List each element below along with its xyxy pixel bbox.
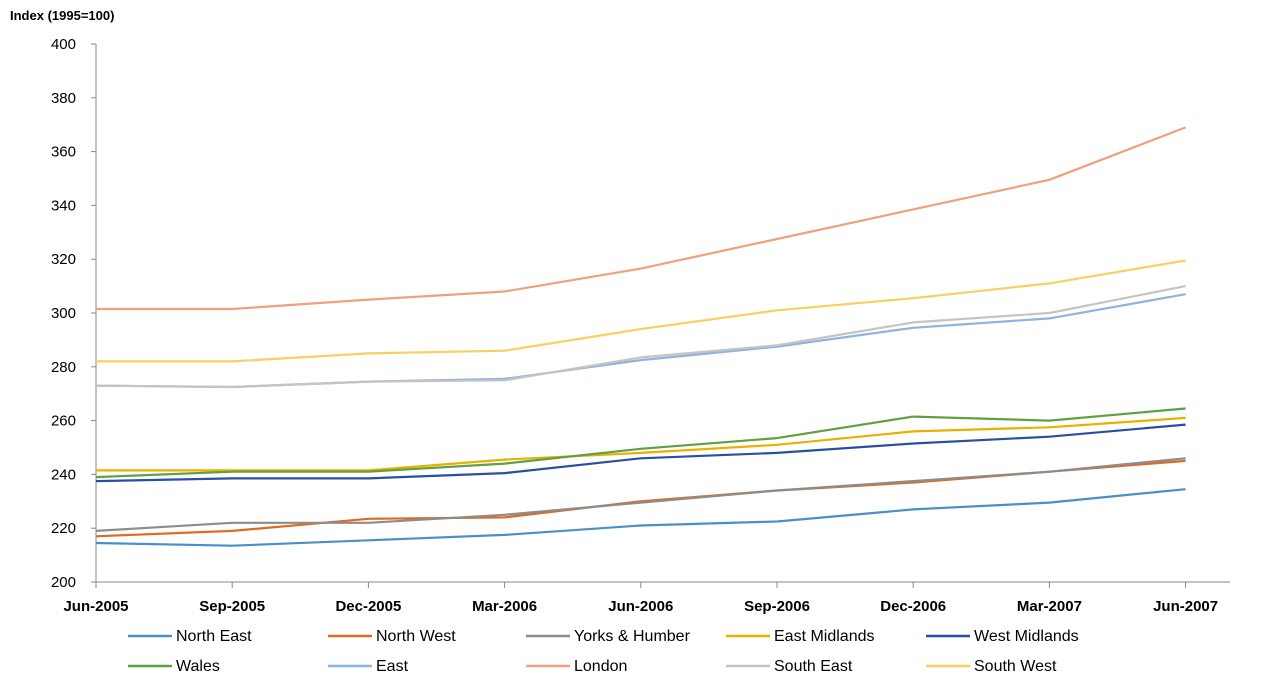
y-tick-label: 220: [51, 520, 76, 537]
legend-label-east-midlands: East Midlands: [774, 628, 875, 645]
x-tick-label: Mar-2007: [1017, 598, 1082, 615]
x-tick-label: Jun-2005: [63, 598, 128, 615]
legend: North East North West Yorks & Humber East M…: [128, 628, 1079, 675]
legend-label-yorks-humber: Yorks & Humber: [574, 628, 691, 645]
x-tick-label: Dec-2006: [880, 598, 946, 615]
y-tick-label: 400: [51, 36, 76, 53]
y-tick-labels: 200 220 240 260 280 300 320 340 360 380 400: [51, 36, 76, 591]
x-tick-label: Sep-2006: [744, 598, 810, 615]
x-tick-label: Sep-2005: [199, 598, 265, 615]
y-tick-label: 200: [51, 574, 76, 591]
series-line-wales: [95, 407, 1186, 479]
series-line-north-east: [95, 488, 1186, 547]
series-line-yorks-humber: [95, 457, 1186, 532]
legend-label-south-west: South West: [974, 658, 1057, 675]
series-line-west-midlands: [95, 423, 1186, 483]
legend-label-wales: Wales: [176, 658, 220, 675]
series-line-london: [96, 126, 1186, 311]
series-line-south-west: [96, 259, 1186, 363]
axes: [91, 43, 1230, 588]
x-tick-label: Dec-2005: [335, 598, 401, 615]
y-axis-title: Index (1995=100): [10, 8, 114, 23]
y-tick-label: 240: [51, 466, 76, 483]
y-tick-label: 260: [51, 413, 76, 430]
x-tick-label: Jun-2006: [608, 598, 673, 615]
y-tick-label: 320: [51, 251, 76, 268]
y-tick-label: 280: [51, 359, 76, 376]
series-line-south-east: [95, 285, 1186, 389]
x-tick-label: Mar-2006: [472, 598, 537, 615]
y-tick-label: 380: [51, 90, 76, 107]
legend-label-london: London: [574, 658, 627, 675]
legend-label-west-midlands: West Midlands: [974, 628, 1079, 645]
legend-label-north-west: North West: [376, 628, 456, 645]
x-tick-label: Jun-2007: [1153, 598, 1218, 615]
series-lines: [95, 126, 1186, 547]
y-tick-label: 300: [51, 305, 76, 322]
legend-label-north-east: North East: [176, 628, 252, 645]
y-tick-label: 360: [51, 144, 76, 161]
y-tick-label: 340: [51, 197, 76, 214]
x-tick-labels: Jun-2005 Sep-2005 Dec-2005 Mar-2006 Jun-2006…: [63, 598, 1218, 615]
legend-label-south-east: South East: [774, 658, 853, 675]
legend-label-east: East: [376, 658, 409, 675]
series-line-east-midlands: [96, 416, 1186, 472]
